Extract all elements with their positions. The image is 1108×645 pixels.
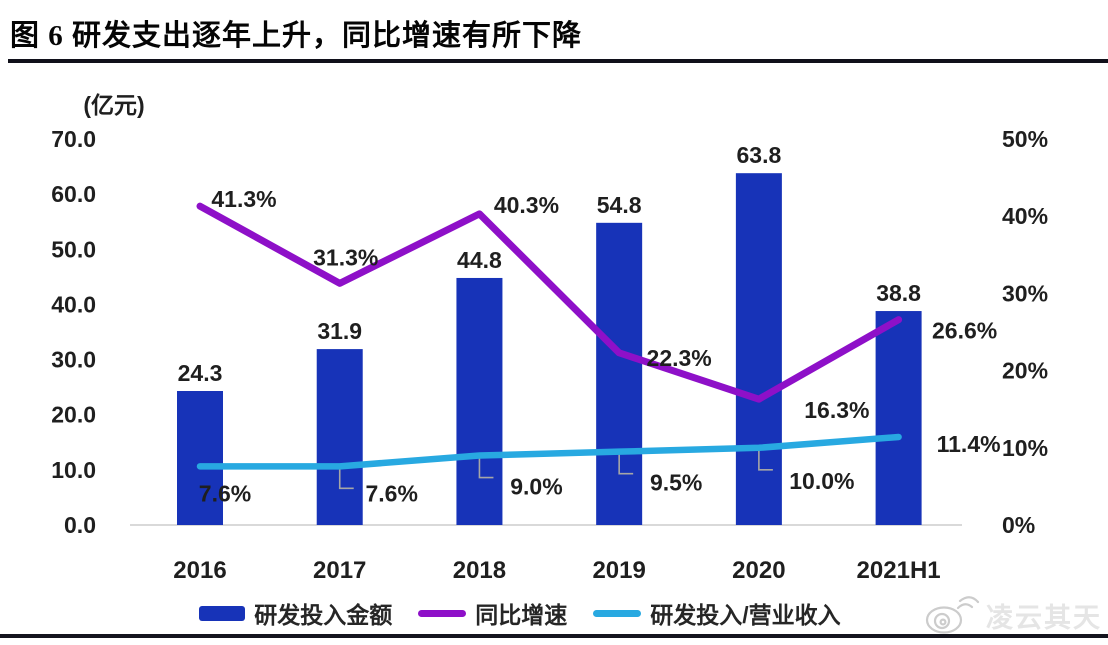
label-leader-line: [758, 450, 773, 471]
right-axis-tick: 10%: [1002, 435, 1048, 461]
right-axis-tick: 20%: [1002, 358, 1048, 384]
x-axis-category-label: 2017: [313, 557, 366, 584]
chart-legend: 研发投入金额 同比增速 研发投入/营业收入: [0, 596, 1040, 630]
left-axis-tick: 0.0: [64, 512, 96, 538]
bottom-rule: [0, 634, 1108, 638]
label-leader-line: [478, 458, 494, 479]
rd-revenue-ratio-line-value-label: 9.5%: [650, 470, 702, 496]
rd-revenue-ratio-line-value-label: 10.0%: [789, 468, 854, 494]
right-axis-tick: 50%: [1002, 126, 1048, 152]
left-axis-tick: 40.0: [51, 291, 96, 317]
yoy-growth-line: [196, 202, 903, 403]
bar-2017: [316, 349, 363, 525]
weibo-icon: [925, 596, 980, 634]
yoy-growth-line-value-label: 41.3%: [211, 186, 276, 212]
right-axis-tick: 40%: [1002, 203, 1048, 229]
bar-value-label: 38.8: [876, 280, 921, 306]
yoy-growth-line-value-label: 40.3%: [494, 192, 559, 218]
left-axis-tick: 50.0: [51, 236, 96, 262]
bar-value-label: 54.8: [597, 192, 642, 218]
rd-revenue-ratio-line-value-label: 7.6%: [366, 480, 418, 506]
right-axis-tick: 30%: [1002, 280, 1048, 306]
bar-series-swatch: [199, 605, 246, 621]
left-axis-tick: 70.0: [51, 126, 96, 152]
yoy-growth-line-value-label: 16.3%: [804, 397, 869, 423]
right-axis-tick: 0%: [1002, 512, 1035, 538]
title-underline: [8, 59, 1108, 63]
left-axis-unit-label: (亿元): [83, 92, 144, 118]
rd-revenue-ratio-line-value-label: 9.0%: [510, 474, 562, 500]
legend-item-yoy-growth: 同比增速: [418, 596, 567, 630]
legend-item-rd-revenue-ratio: 研发投入/营业收入: [593, 596, 841, 630]
legend-label: 研发投入/营业收入: [650, 602, 841, 628]
bar-2021H1: [875, 311, 922, 525]
yoy-growth-line-value-label: 22.3%: [647, 345, 712, 371]
legend-label: 研发投入金额: [254, 602, 393, 628]
bar-2020: [735, 173, 782, 525]
rd-revenue-ratio-line-value-label: 7.6%: [199, 480, 251, 506]
left-axis-tick: 30.0: [51, 347, 96, 373]
bar-2019: [596, 222, 643, 525]
x-axis-category-label: 2020: [732, 557, 785, 584]
bar-value-label: 63.8: [736, 142, 781, 168]
label-leader-line: [338, 469, 354, 490]
rd-revenue-ratio-line: [196, 433, 902, 470]
x-axis-category-label: 2021H1: [857, 557, 941, 584]
bar-value-label: 44.8: [457, 247, 502, 273]
left-axis-tick: 60.0: [51, 181, 96, 207]
watermark-text: 凌云其天: [986, 602, 1102, 633]
yoy-line-swatch: [418, 609, 467, 617]
x-axis-category-label: 2019: [592, 557, 645, 584]
x-axis-category-label: 2016: [173, 557, 226, 584]
ratio-line-swatch: [593, 609, 642, 617]
watermark: 凌云其天: [922, 594, 1102, 636]
left-axis-tick: 10.0: [51, 457, 96, 483]
legend-item-rd-amount: 研发投入金额: [199, 596, 392, 630]
x-axis-category-label: 2018: [453, 557, 506, 584]
bar-value-label: 24.3: [178, 360, 223, 386]
left-axis-tick: 20.0: [51, 402, 96, 428]
yoy-growth-line-value-label: 31.3%: [313, 244, 378, 270]
label-leader-line: [618, 454, 634, 475]
bar-2018: [456, 277, 503, 525]
legend-label: 同比增速: [475, 602, 568, 628]
yoy-growth-line-value-label: 26.6%: [932, 318, 997, 344]
bar-2016: [177, 391, 223, 525]
figure-title: 图 6 研发支出逐年上升，同比增速有所下降: [10, 20, 583, 52]
rd-revenue-ratio-line-value-label: 11.4%: [937, 431, 1001, 457]
bar-value-label: 31.9: [317, 318, 362, 344]
